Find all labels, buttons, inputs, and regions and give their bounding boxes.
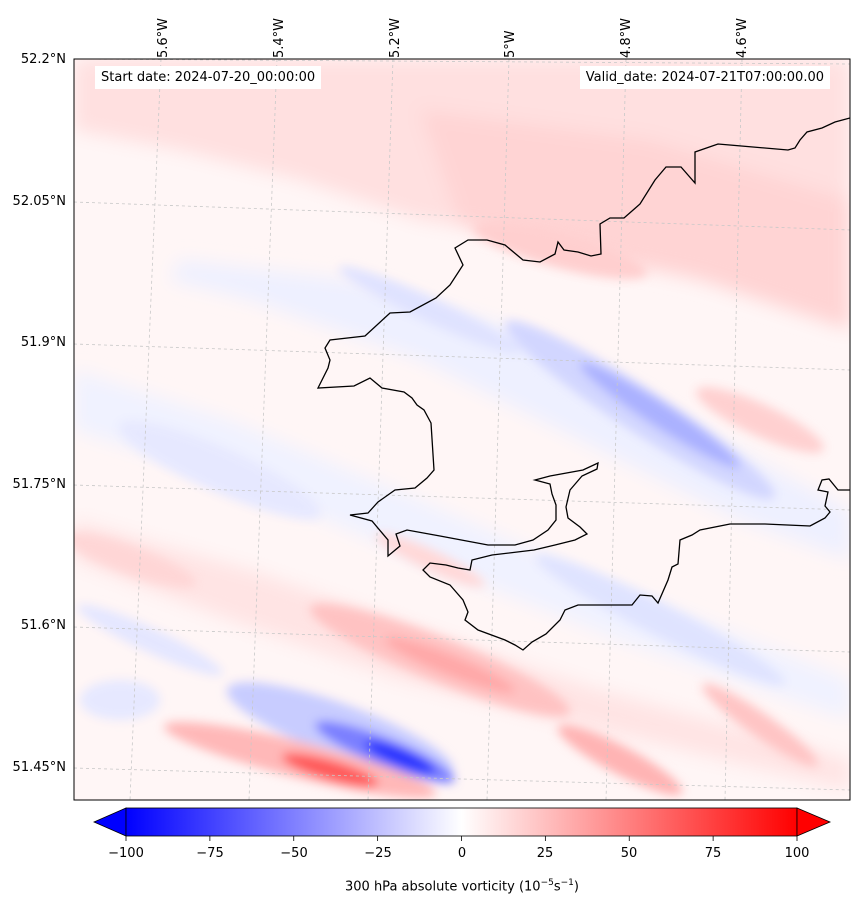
colorbar-tick-label: 50: [620, 846, 638, 861]
lat-label: 51.45°N: [12, 760, 66, 775]
colorbar-min-arrow: [93, 807, 127, 837]
colorbar-max-arrow: [796, 807, 832, 837]
colorbar-tick-label: 100: [784, 846, 810, 861]
lat-label: 52.05°N: [12, 194, 66, 209]
lon-label: 5.6°W: [156, 17, 171, 58]
lat-label: 51.6°N: [20, 618, 66, 633]
colorbar-tick-label: 75: [704, 846, 722, 861]
vorticity-field: [74, 59, 850, 800]
colorbar: [93, 807, 832, 841]
colorbar-tick-label: −75: [196, 846, 224, 861]
lon-label: 5°W: [503, 30, 518, 58]
colorbar-tick-label: −50: [280, 846, 308, 861]
colorbar-tick-label: 0: [457, 846, 467, 861]
lon-label: 4.6°W: [735, 17, 750, 58]
lat-label: 52.2°N: [20, 52, 66, 67]
colorbar-bar: [125, 807, 798, 837]
colorbar-tick-label: 25: [536, 846, 554, 861]
colorbar-tick-label: −25: [364, 846, 392, 861]
map-frame: [73, 58, 851, 801]
coastline: [316, 117, 850, 651]
start-date-label: Start date: 2024-07-20_00:00:00: [95, 66, 322, 89]
graticule: [74, 59, 850, 800]
colorbar-tick-label: −100: [108, 846, 144, 861]
lon-label: 5.4°W: [272, 17, 287, 58]
lat-label: 51.9°N: [20, 335, 66, 350]
colorbar-label: 300 hPa absolute vorticity (10−5s−1): [345, 878, 579, 895]
lat-label: 51.75°N: [12, 477, 66, 492]
lon-label: 4.8°W: [619, 17, 634, 58]
valid-date-label: Valid_date: 2024-07-21T07:00:00.00: [579, 66, 830, 89]
lon-label: 5.2°W: [388, 17, 403, 58]
